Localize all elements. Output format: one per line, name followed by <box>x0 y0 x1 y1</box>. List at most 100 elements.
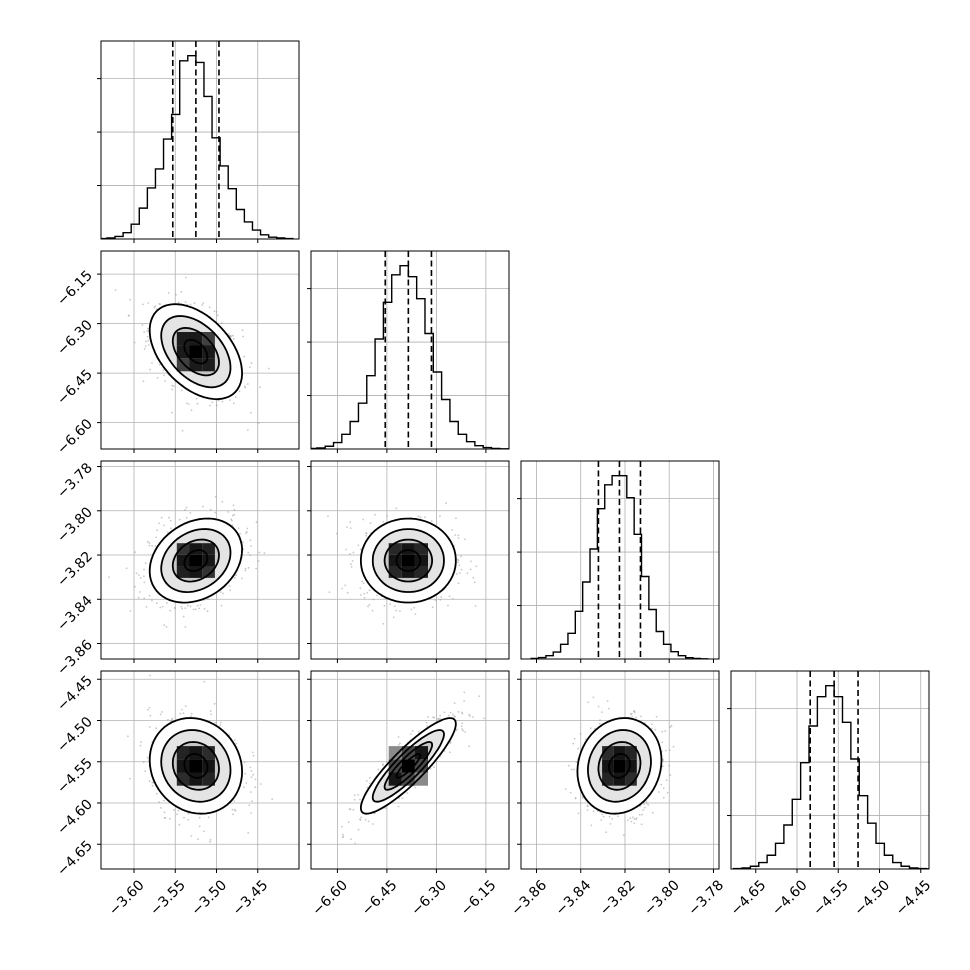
scatter-point <box>448 595 451 598</box>
contour-line <box>586 729 652 803</box>
scatter-point <box>178 823 181 826</box>
scatter-point <box>163 624 166 626</box>
scatter-point <box>237 527 240 530</box>
density-cell <box>414 543 428 555</box>
x-tick-label: −3.78 <box>685 877 727 919</box>
scatter-point <box>592 810 595 813</box>
scatter-point <box>354 842 356 845</box>
scatter-point <box>392 616 395 619</box>
scatter-point <box>364 818 367 821</box>
scatter-point <box>146 335 149 338</box>
scatter-point <box>221 500 224 503</box>
scatter-point <box>219 724 222 726</box>
scatter-point <box>369 522 372 524</box>
grid <box>731 671 929 869</box>
scatter-point <box>635 818 637 821</box>
scatter-point <box>577 747 580 750</box>
scatter-point <box>372 823 374 825</box>
scatter-point <box>352 808 355 811</box>
scatter-point <box>174 606 176 609</box>
scatter-point <box>327 515 329 518</box>
scatter-point <box>577 812 580 815</box>
scatter-point <box>160 516 163 519</box>
scatter-point <box>242 335 245 338</box>
scatter-point <box>207 598 209 600</box>
scatter-point <box>209 710 212 712</box>
contour-line <box>148 717 244 815</box>
scatter-point <box>660 783 663 786</box>
scatter-point <box>665 779 668 782</box>
scatter-point <box>376 594 378 597</box>
density-cell <box>613 759 626 773</box>
scatter-point <box>359 594 362 596</box>
scatter-point <box>147 344 150 346</box>
scatter-point <box>344 584 347 587</box>
scatter-point <box>133 341 136 344</box>
scatter-point <box>244 385 246 388</box>
scatter-point <box>590 824 593 827</box>
scatter-point <box>350 563 352 566</box>
grid <box>101 41 299 239</box>
scatter-point <box>184 301 187 303</box>
scatter-point <box>470 560 472 563</box>
scatter-point <box>457 534 460 537</box>
y-tick-label: −4.60 <box>54 797 96 839</box>
scatter-point <box>231 519 233 522</box>
scatter-point <box>399 610 401 612</box>
y-tick-label: −3.80 <box>54 504 96 546</box>
scatter-point <box>171 717 174 720</box>
density-cell <box>189 345 203 359</box>
scatter-point <box>252 773 255 776</box>
y-tick-label: −3.78 <box>54 460 96 502</box>
density-cell <box>189 543 203 555</box>
scatter-point <box>365 534 367 537</box>
scatter-point <box>198 816 201 819</box>
scatter-point <box>243 761 246 764</box>
scatter-point <box>368 603 371 606</box>
scatter-point <box>384 807 387 809</box>
scatter-point <box>222 592 224 595</box>
scatter-point <box>143 331 146 333</box>
density-cell <box>414 566 428 578</box>
scatter-point <box>220 322 223 324</box>
scatter-point <box>453 715 456 718</box>
scatter-point <box>341 836 344 839</box>
scatter-point <box>169 609 172 612</box>
scatter-point <box>345 548 348 551</box>
contour-line <box>395 549 422 572</box>
scatter-point <box>419 516 422 519</box>
scatter-point <box>573 737 576 740</box>
scatter-point <box>368 782 371 785</box>
scatter-point <box>232 504 235 507</box>
contour-line <box>395 753 422 779</box>
scatter-point <box>195 397 198 400</box>
scatter-point <box>182 712 185 714</box>
scatter-point <box>233 508 236 511</box>
scatter-point <box>366 786 369 789</box>
scatter-point <box>670 724 673 727</box>
scatter-point <box>651 727 653 730</box>
scatter-point <box>341 587 343 590</box>
scatter-point <box>201 304 204 306</box>
density-cell <box>401 772 415 786</box>
density-cell <box>414 759 428 773</box>
scatter-point <box>458 564 461 566</box>
scatter-point <box>167 718 169 721</box>
scatter-point <box>572 742 575 745</box>
scatter-point <box>231 524 234 527</box>
scatter-point <box>189 605 192 608</box>
density-cell <box>189 554 203 567</box>
panel-frame <box>730 670 930 870</box>
scatter-point <box>460 555 462 558</box>
scatter-point <box>114 289 117 291</box>
scatter-point <box>426 725 429 728</box>
scatter-point <box>213 702 216 705</box>
scatter-point <box>414 613 417 615</box>
scatter-point <box>349 521 352 523</box>
scatter-point <box>171 411 174 414</box>
scatter-point <box>196 604 199 607</box>
contour-line <box>597 741 642 791</box>
scatter-point <box>662 796 665 799</box>
scatter-point <box>635 716 637 719</box>
scatter-point <box>259 386 261 389</box>
